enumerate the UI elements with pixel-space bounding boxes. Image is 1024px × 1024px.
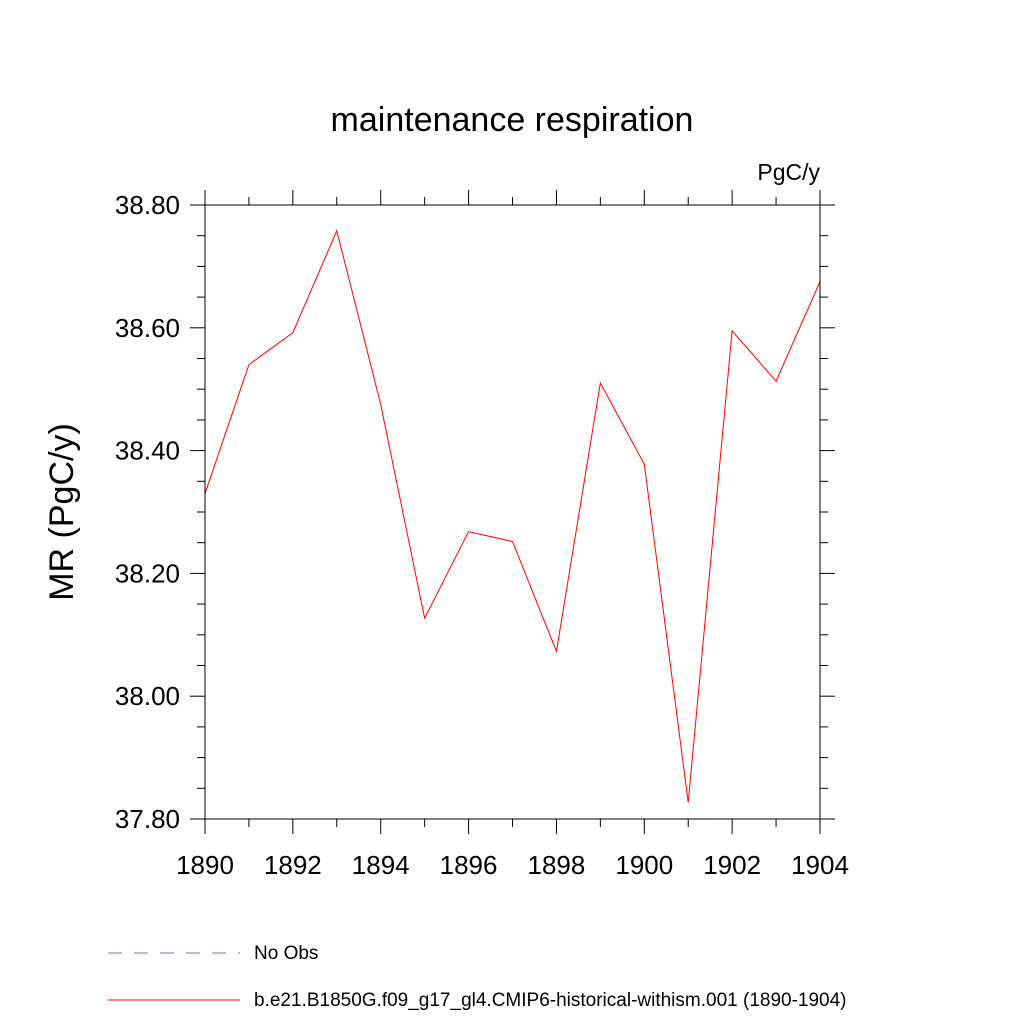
y-tick-label: 38.20 xyxy=(115,558,180,588)
y-tick-label: 38.40 xyxy=(115,436,180,466)
y-tick-label: 37.80 xyxy=(115,804,180,834)
legend-label-model-run: b.e21.B1850G.f09_g17_gl4.CMIP6-historica… xyxy=(254,990,847,1011)
y-axis-label: MR (PgC/y) xyxy=(43,423,81,601)
y-tick-label: 38.60 xyxy=(115,313,180,343)
x-tick-label: 1894 xyxy=(352,850,410,880)
series-line xyxy=(204,229,821,803)
x-tick-label: 1898 xyxy=(528,850,586,880)
plot-frame xyxy=(204,204,821,820)
legend: No Obs b.e21.B1850G.f09_g17_gl4.CMIP6-hi… xyxy=(108,943,847,1011)
x-tick-label: 1902 xyxy=(703,850,761,880)
x-tick-label: 1892 xyxy=(264,850,322,880)
series-lines xyxy=(204,229,821,803)
units-label: PgC/y xyxy=(757,159,820,185)
axis-ticks xyxy=(190,190,835,834)
y-tick-label: 38.00 xyxy=(115,681,180,711)
x-tick-label: 1904 xyxy=(791,850,849,880)
legend-label-no-obs: No Obs xyxy=(254,943,318,964)
x-tick-label: 1890 xyxy=(176,850,234,880)
chart-title: maintenance respiration xyxy=(331,101,694,139)
x-tick-label: 1900 xyxy=(615,850,673,880)
y-tick-label: 38.80 xyxy=(115,190,180,220)
x-tick-label: 1896 xyxy=(440,850,498,880)
axis-tick-labels: 1890 1892 1894 1896 1898 1900 1902 1904 37.80 38.… xyxy=(115,190,849,880)
